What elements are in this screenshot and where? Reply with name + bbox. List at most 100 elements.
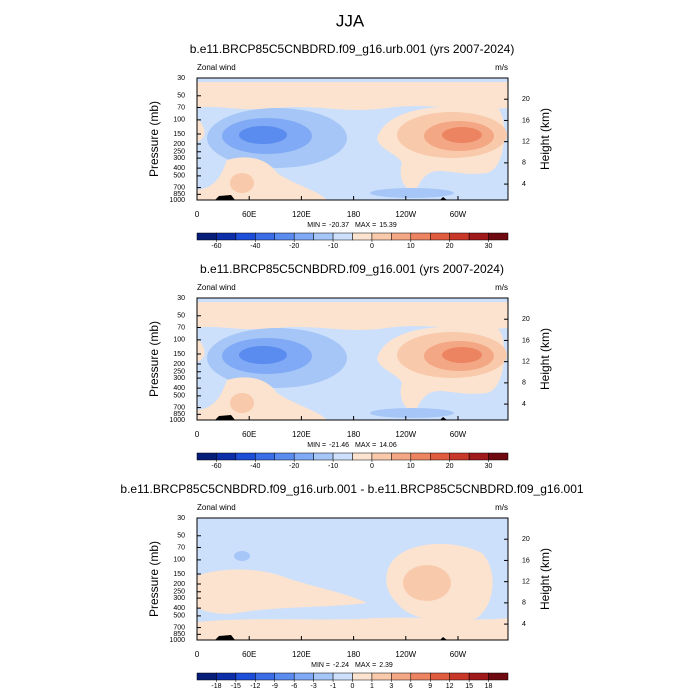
y-tick-label: 700 bbox=[173, 624, 185, 631]
y2-tick-label: 8 bbox=[522, 380, 526, 387]
x-tick-label: 60W bbox=[450, 650, 467, 659]
contour-field bbox=[197, 298, 508, 420]
colorbar-label: -18 bbox=[211, 683, 221, 690]
y2-tick-label: 12 bbox=[522, 358, 530, 365]
colorbar-label: -20 bbox=[289, 463, 299, 470]
colorbar-label: -40 bbox=[250, 463, 260, 470]
y-tick-label: 1000 bbox=[169, 417, 185, 424]
colorbar-box bbox=[293, 232, 314, 241]
colorbar-label: -10 bbox=[328, 243, 338, 250]
stat-min: -20.37 bbox=[329, 222, 349, 229]
y-tick-label: 1000 bbox=[169, 197, 185, 204]
x-tick-label: 180 bbox=[347, 210, 361, 219]
colorbar-label: -40 bbox=[250, 243, 260, 250]
min-max: MIN = -21.46 MAX = 14.06 bbox=[307, 442, 397, 449]
y2-tick-label: 4 bbox=[522, 621, 526, 628]
colorbar-box bbox=[410, 452, 431, 461]
colorbar-box bbox=[352, 232, 373, 241]
x-tick-label: 0 bbox=[195, 430, 200, 439]
colorbar-label: 10 bbox=[407, 463, 415, 470]
stat-max: 14.06 bbox=[379, 442, 397, 449]
left-label: Zonal wind bbox=[197, 283, 236, 292]
y-tick-label: 50 bbox=[177, 93, 185, 100]
stat-min-label: MIN = bbox=[311, 662, 330, 669]
colorbar-label: -15 bbox=[231, 683, 241, 690]
x-tick-label: 60W bbox=[450, 430, 467, 439]
y2-tick-label: 4 bbox=[522, 401, 526, 408]
y-tick-label: 500 bbox=[173, 393, 185, 400]
colorbar-box bbox=[313, 672, 334, 681]
x-tick-label: 0 bbox=[195, 210, 200, 219]
colorbar-box bbox=[235, 672, 256, 681]
colorbar-box bbox=[196, 452, 217, 461]
colorbar-label: -3 bbox=[311, 683, 317, 690]
y-tick-label: 50 bbox=[177, 533, 185, 540]
colorbar-label: 12 bbox=[446, 683, 454, 690]
y-tick-label: 100 bbox=[173, 337, 185, 344]
y-tick-label: 400 bbox=[173, 385, 185, 392]
colorbar-box bbox=[293, 452, 314, 461]
x-tick-label: 120W bbox=[395, 430, 416, 439]
y-tick-label: 70 bbox=[177, 324, 185, 331]
right-label: m/s bbox=[495, 503, 508, 512]
y2-tick-label: 20 bbox=[522, 96, 530, 103]
y-tick-label: 100 bbox=[173, 557, 185, 564]
colorbar-box bbox=[313, 232, 334, 241]
plot-frame bbox=[196, 517, 509, 641]
colorbar-box bbox=[274, 452, 295, 461]
y2-tick-label: 16 bbox=[522, 557, 530, 564]
colorbar-box bbox=[468, 232, 489, 241]
x-tick-label: 120W bbox=[395, 210, 416, 219]
y2-tick-label: 12 bbox=[522, 578, 530, 585]
y-tick-label: 30 bbox=[177, 515, 185, 522]
y2-tick-label: 20 bbox=[522, 536, 530, 543]
colorbar-box bbox=[352, 452, 373, 461]
colorbar-label: -60 bbox=[211, 463, 221, 470]
colorbar-label: -6 bbox=[291, 683, 297, 690]
stat-max-label: MAX = bbox=[355, 222, 376, 229]
colorbar-label: 1 bbox=[370, 683, 374, 690]
y2-axis-label: Height (km) bbox=[538, 548, 552, 610]
colorbar-box bbox=[235, 452, 256, 461]
y2-axis-label: Height (km) bbox=[538, 328, 552, 390]
colorbar-box bbox=[274, 672, 295, 681]
colorbar-box bbox=[488, 672, 509, 681]
colorbar-label: 6 bbox=[409, 683, 413, 690]
colorbar-box bbox=[313, 452, 334, 461]
x-tick-label: 60W bbox=[450, 210, 467, 219]
stat-min-label: MIN = bbox=[307, 442, 326, 449]
y-tick-label: 850 bbox=[173, 411, 185, 418]
colorbar-label: 18 bbox=[485, 683, 493, 690]
y2-tick-label: 20 bbox=[522, 316, 530, 323]
y-tick-label: 150 bbox=[173, 131, 185, 138]
colorbar-label: 9 bbox=[428, 683, 432, 690]
colorbar-box bbox=[371, 452, 392, 461]
colorbar-box bbox=[332, 672, 353, 681]
colorbar-box bbox=[196, 232, 217, 241]
colorbar-box bbox=[468, 452, 489, 461]
y-axis-label: Pressure (mb) bbox=[147, 541, 161, 617]
colorbar-box bbox=[216, 232, 237, 241]
colorbar-box bbox=[371, 232, 392, 241]
colorbar-label: -9 bbox=[272, 683, 278, 690]
colorbar-box bbox=[293, 672, 314, 681]
x-tick-label: 60E bbox=[242, 650, 256, 659]
y-tick-label: 200 bbox=[173, 141, 185, 148]
contour-fill bbox=[197, 78, 508, 200]
colorbar-box bbox=[468, 672, 489, 681]
colorbar-box bbox=[255, 672, 275, 681]
colorbar-label: 3 bbox=[389, 683, 393, 690]
y2-tick-label: 8 bbox=[522, 600, 526, 607]
colorbar-label: 20 bbox=[446, 463, 454, 470]
colorbar-box bbox=[332, 232, 353, 241]
panel-title: b.e11.BRCP85C5CNBDRD.f09_g16.urb.001 - b… bbox=[120, 482, 583, 496]
colorbar-box bbox=[332, 452, 353, 461]
y-tick-label: 1000 bbox=[169, 637, 185, 644]
y-tick-label: 700 bbox=[173, 404, 185, 411]
plot-frame bbox=[196, 77, 509, 201]
panel-title: b.e11.BRCP85C5CNBDRD.f09_g16.urb.001 (yr… bbox=[190, 42, 515, 56]
x-tick-label: 120E bbox=[292, 210, 311, 219]
y2-tick-label: 4 bbox=[522, 181, 526, 188]
colorbar-box bbox=[449, 452, 470, 461]
x-tick-label: 120E bbox=[292, 650, 311, 659]
